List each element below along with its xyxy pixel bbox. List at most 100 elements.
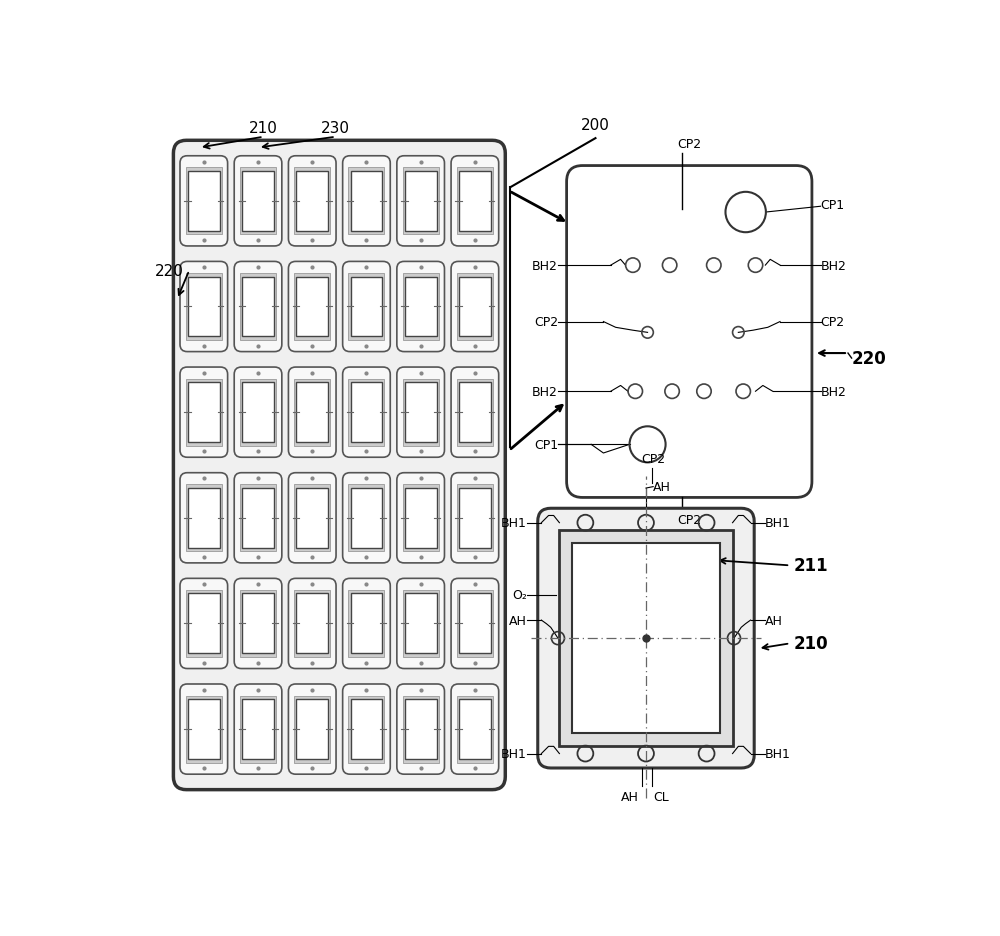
FancyBboxPatch shape bbox=[288, 474, 336, 563]
Text: BH1: BH1 bbox=[765, 517, 791, 530]
Bar bbox=[186, 168, 222, 235]
FancyBboxPatch shape bbox=[234, 368, 282, 458]
Text: BH1: BH1 bbox=[765, 747, 791, 760]
FancyBboxPatch shape bbox=[343, 262, 390, 352]
FancyBboxPatch shape bbox=[451, 578, 499, 669]
Bar bbox=[186, 379, 222, 446]
FancyBboxPatch shape bbox=[451, 368, 499, 458]
FancyBboxPatch shape bbox=[343, 578, 390, 669]
FancyBboxPatch shape bbox=[343, 684, 390, 774]
Bar bbox=[348, 591, 384, 657]
Text: CP1: CP1 bbox=[821, 199, 845, 212]
FancyBboxPatch shape bbox=[567, 167, 812, 498]
Bar bbox=[188, 383, 220, 443]
Text: CP2: CP2 bbox=[821, 315, 845, 329]
Bar bbox=[294, 168, 330, 235]
Bar bbox=[348, 485, 384, 551]
Bar bbox=[188, 277, 220, 337]
Bar bbox=[242, 593, 274, 653]
Text: 210: 210 bbox=[249, 121, 278, 136]
Bar bbox=[296, 489, 328, 548]
Bar bbox=[403, 379, 439, 446]
Bar bbox=[294, 591, 330, 657]
Bar bbox=[457, 485, 493, 551]
Text: BH2: BH2 bbox=[821, 259, 846, 272]
Text: 211: 211 bbox=[794, 557, 829, 575]
Bar bbox=[403, 485, 439, 551]
FancyBboxPatch shape bbox=[288, 684, 336, 774]
Bar bbox=[294, 379, 330, 446]
Bar bbox=[405, 171, 437, 231]
Bar bbox=[405, 489, 437, 548]
Bar bbox=[559, 531, 733, 747]
Bar bbox=[459, 383, 491, 443]
FancyBboxPatch shape bbox=[397, 156, 444, 247]
FancyBboxPatch shape bbox=[451, 684, 499, 774]
Bar bbox=[459, 593, 491, 653]
Bar bbox=[242, 489, 274, 548]
Text: CP2: CP2 bbox=[677, 138, 701, 151]
Bar bbox=[296, 277, 328, 337]
Bar bbox=[294, 273, 330, 341]
Bar bbox=[240, 379, 276, 446]
FancyBboxPatch shape bbox=[343, 156, 390, 247]
Bar bbox=[348, 273, 384, 341]
FancyBboxPatch shape bbox=[451, 262, 499, 352]
Bar bbox=[240, 485, 276, 551]
FancyBboxPatch shape bbox=[180, 474, 228, 563]
Text: AH: AH bbox=[765, 614, 783, 627]
Bar bbox=[351, 383, 382, 443]
Bar bbox=[403, 591, 439, 657]
Bar bbox=[242, 383, 274, 443]
Text: CL: CL bbox=[653, 790, 669, 803]
Text: BH2: BH2 bbox=[532, 386, 558, 399]
FancyBboxPatch shape bbox=[234, 262, 282, 352]
Bar bbox=[405, 383, 437, 443]
Text: AH: AH bbox=[621, 790, 639, 803]
Text: 210: 210 bbox=[794, 635, 829, 652]
Text: AH: AH bbox=[653, 480, 671, 493]
Bar bbox=[188, 593, 220, 653]
Bar bbox=[188, 171, 220, 231]
Bar bbox=[186, 591, 222, 657]
Bar bbox=[294, 695, 330, 763]
Bar bbox=[296, 383, 328, 443]
FancyBboxPatch shape bbox=[288, 156, 336, 247]
Text: CP2: CP2 bbox=[534, 315, 558, 329]
Bar bbox=[186, 273, 222, 341]
Bar bbox=[348, 379, 384, 446]
FancyBboxPatch shape bbox=[234, 156, 282, 247]
FancyBboxPatch shape bbox=[288, 368, 336, 458]
Bar bbox=[296, 593, 328, 653]
Bar bbox=[188, 489, 220, 548]
Bar bbox=[296, 171, 328, 231]
Bar bbox=[294, 485, 330, 551]
FancyBboxPatch shape bbox=[288, 578, 336, 669]
FancyBboxPatch shape bbox=[451, 156, 499, 247]
Bar bbox=[351, 489, 382, 548]
Bar bbox=[459, 489, 491, 548]
Bar bbox=[459, 699, 491, 759]
FancyBboxPatch shape bbox=[180, 578, 228, 669]
Bar bbox=[457, 273, 493, 341]
FancyBboxPatch shape bbox=[234, 474, 282, 563]
Bar bbox=[242, 171, 274, 231]
FancyBboxPatch shape bbox=[173, 141, 505, 790]
Bar bbox=[457, 695, 493, 763]
Bar bbox=[348, 168, 384, 235]
Text: 230: 230 bbox=[321, 121, 350, 136]
Bar bbox=[351, 171, 382, 231]
Bar bbox=[242, 277, 274, 337]
Bar bbox=[405, 699, 437, 759]
Bar bbox=[459, 171, 491, 231]
Text: CP2: CP2 bbox=[641, 452, 665, 465]
Text: BH1: BH1 bbox=[501, 517, 527, 530]
FancyBboxPatch shape bbox=[234, 684, 282, 774]
Bar bbox=[405, 593, 437, 653]
Bar bbox=[457, 591, 493, 657]
Bar bbox=[405, 277, 437, 337]
Bar bbox=[240, 591, 276, 657]
Bar bbox=[186, 695, 222, 763]
Bar bbox=[348, 695, 384, 763]
Text: 220: 220 bbox=[155, 263, 184, 278]
